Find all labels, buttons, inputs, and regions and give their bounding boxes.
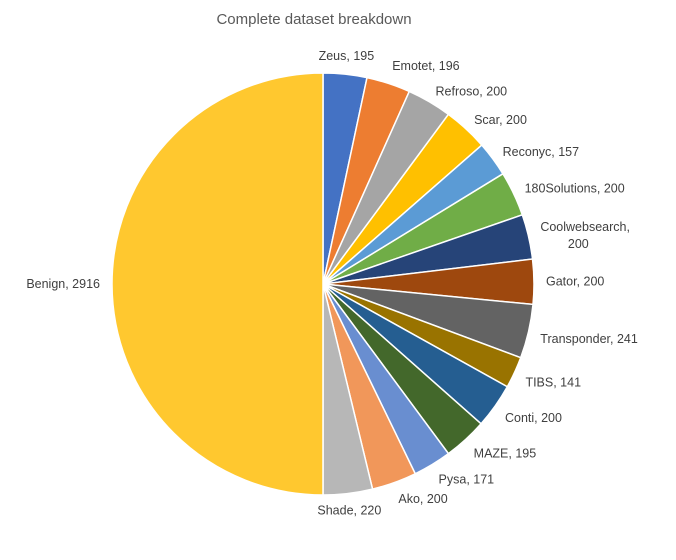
- slice-label-shade: Shade, 220: [317, 503, 381, 517]
- pie-slice-benign: [111, 72, 324, 496]
- slice-label-tibs: TIBS, 141: [525, 375, 581, 389]
- slice-label-benign: Benign, 2916: [26, 277, 100, 291]
- slice-label-reconyc: Reconyc, 157: [503, 145, 579, 159]
- slice-label-ako: Ako, 200: [398, 492, 447, 506]
- slice-label-pysa: Pysa, 171: [439, 473, 495, 487]
- slice-label-zeus: Zeus, 195: [319, 49, 375, 63]
- pie-slices: [111, 72, 535, 496]
- slice-label-coolwebsearch: Coolwebsearch, 200: [540, 220, 630, 251]
- chart-title: Complete dataset breakdown: [216, 11, 411, 28]
- slice-label-scar: Scar, 200: [474, 113, 527, 127]
- slice-label-refroso: Refroso, 200: [436, 84, 508, 98]
- slice-label-gator: Gator, 200: [546, 275, 604, 289]
- slice-labels: Zeus, 195 Emotet, 196 Refroso, 200 Scar, 20…: [26, 49, 638, 517]
- slice-label-180solutions: 180Solutions, 200: [525, 182, 625, 196]
- slice-label-conti: Conti, 200: [505, 411, 562, 425]
- slice-label-maze: MAZE, 195: [474, 446, 537, 460]
- slice-label-emotet: Emotet, 196: [392, 59, 459, 73]
- slice-label-transponder: Transponder, 241: [540, 332, 638, 346]
